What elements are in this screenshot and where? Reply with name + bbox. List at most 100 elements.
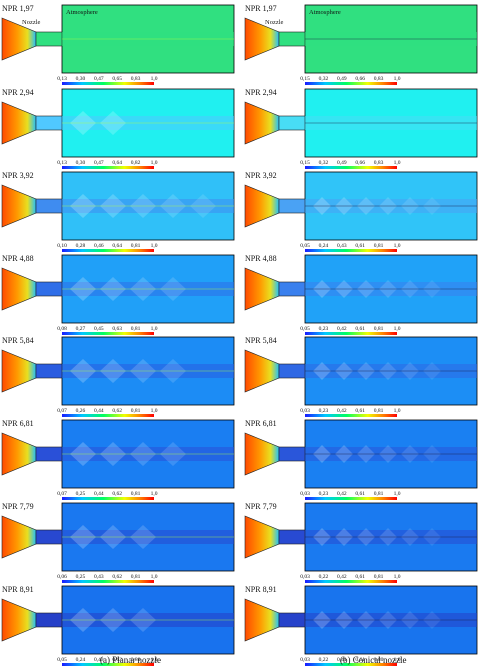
panel-planar-8: NPR 8,91 0,05 0,24 0,43 0,62 0,80 1,0	[1, 585, 235, 666]
nozzle-duct	[1, 349, 37, 393]
npr-label: NPR 6,81	[2, 419, 34, 428]
colorbar-tick-label: 0,05	[300, 243, 310, 249]
nozzle-duct	[1, 515, 37, 559]
colorbar-tick-label: 0,80	[131, 657, 141, 663]
colorbar-tick-label: 0,64	[112, 243, 122, 249]
nozzle-exit	[278, 281, 306, 297]
colorbar-tick-label: 0,81	[131, 408, 141, 414]
colorbar-tick-label: 0,10	[57, 243, 67, 249]
colorbar-tick-label: 0,61	[355, 408, 365, 414]
panel-planar-6: NPR 6,81 0,07 0,25 0,44 0,62 0,81 1,0	[1, 419, 235, 500]
colorbar-tick-label: 0,62	[112, 657, 122, 663]
colorbar-tick-label: 0,24	[319, 243, 329, 249]
panel-conical-4: NPR 4,88 0,05 0,23 0,42 0,61 0,81 1,0	[244, 254, 478, 335]
colorbar	[62, 497, 154, 500]
colorbar-tick-label: 0,03	[300, 574, 310, 580]
panel-conical-2: NPR 2,94 0,15 0,32 0,49 0,66 0,83 1,0	[244, 88, 478, 169]
colorbar	[62, 166, 154, 169]
colorbar-tick-label: 0,63	[112, 326, 122, 332]
colorbar-tick-label: 0,30	[76, 160, 86, 166]
nozzle-exit	[278, 115, 306, 131]
panel-planar-4: NPR 4,88 0,08 0,27 0,45 0,63 0,81 1,0	[1, 254, 235, 335]
nozzle-duct	[1, 598, 37, 642]
colorbar-tick-label: 0,05	[57, 657, 67, 663]
colorbar	[305, 332, 397, 335]
colorbar-tick-label: 1,0	[151, 76, 158, 82]
panel-conical-8: NPR 8,91 0,03 0,22 0,41 0,61 0,80 1,0	[244, 585, 478, 666]
panel-planar-5: NPR 5,84 0,07 0,26 0,44 0,62 0,81 1,0	[1, 336, 235, 417]
colorbar-tick-label: 0,49	[337, 160, 347, 166]
panel-conical-1: NPR 1,97 Nozzle Atmosphere 0,15 0,32 0,49 0,66…	[244, 4, 478, 85]
nozzle-exit	[35, 529, 63, 545]
colorbar-tick-label: 0,81	[374, 243, 384, 249]
nozzle-exit	[35, 115, 63, 131]
colorbar-tick-label: 1,0	[151, 326, 158, 332]
colorbar-tick-label: 1,0	[394, 76, 401, 82]
colorbar-tick-label: 0,43	[337, 243, 347, 249]
colorbar-tick-label: 0,22	[319, 657, 329, 663]
panel-planar-3: NPR 3,92 0,10 0,28 0,46 0,64 0,81 1,0	[1, 171, 235, 252]
nozzle-duct	[244, 515, 280, 559]
panel-planar-1: NPR 1,97 Nozzle Atmosphere 0,13 0,30 0,47 0,65…	[1, 4, 235, 85]
caption-conical: (b) Conical nozzle	[340, 655, 407, 665]
panel-conical-7: NPR 7,79 0,03 0,22 0,42 0,61 0,81 1,0	[244, 502, 478, 583]
colorbar-tick-label: 0,07	[57, 491, 67, 497]
nozzle-duct	[244, 598, 280, 642]
colorbar-tick-label: 0,23	[319, 326, 329, 332]
colorbar-tick-label: 0,25	[76, 491, 86, 497]
colorbar	[305, 580, 397, 583]
nozzle-label: Nozzle	[22, 19, 41, 26]
colorbar-tick-label: 0,43	[94, 574, 104, 580]
atmosphere-label: Atmosphere	[309, 9, 341, 16]
colorbar-tick-label: 0,05	[300, 326, 310, 332]
colorbar-tick-label: 0,03	[300, 491, 310, 497]
colorbar-tick-label: 0,45	[94, 326, 104, 332]
colorbar-tick-label: 0,81	[374, 326, 384, 332]
colorbar-tick-label: 1,0	[394, 160, 401, 166]
colorbar-tick-label: 0,83	[374, 160, 384, 166]
colorbar-tick-label: 0,81	[131, 574, 141, 580]
colorbar-tick-label: 0,28	[76, 243, 86, 249]
panel-planar-7: NPR 7,79 0,06 0,25 0,43 0,62 0,81 1,0	[1, 502, 235, 583]
colorbar-tick-label: 0,06	[57, 574, 67, 580]
colorbar-tick-label: 1,0	[151, 243, 158, 249]
colorbar-tick-label: 0,26	[76, 408, 86, 414]
nozzle-duct	[244, 101, 280, 145]
colorbar	[62, 249, 154, 252]
colorbar-tick-label: 0,15	[300, 76, 310, 82]
colorbar	[305, 249, 397, 252]
npr-label: NPR 4,88	[245, 254, 277, 263]
npr-label: NPR 1,97	[2, 4, 34, 13]
nozzle-exit	[35, 363, 63, 379]
npr-label: NPR 5,84	[245, 336, 277, 345]
colorbar-tick-label: 1,0	[151, 160, 158, 166]
colorbar-tick-label: 0,25	[76, 574, 86, 580]
nozzle-duct	[244, 432, 280, 476]
nozzle-duct	[1, 432, 37, 476]
colorbar-tick-label: 0,81	[374, 408, 384, 414]
colorbar-tick-label: 0,41	[337, 657, 347, 663]
colorbar-tick-label: 0,32	[319, 160, 329, 166]
atmosphere-label: Atmosphere	[66, 9, 98, 16]
colorbar-tick-label: 1,0	[151, 657, 158, 663]
panel-conical-3: NPR 3,92 0,05 0,24 0,43 0,61 0,81 1,0	[244, 171, 478, 252]
colorbar-tick-label: 0,83	[374, 76, 384, 82]
colorbar-tick-label: 0,42	[337, 491, 347, 497]
colorbar-tick-label: 0,80	[374, 657, 384, 663]
colorbar-tick-label: 0,08	[57, 326, 67, 332]
nozzle-exit	[278, 31, 306, 47]
colorbar-tick-label: 0,61	[355, 657, 365, 663]
colorbar-tick-label: 0,23	[319, 408, 329, 414]
npr-label: NPR 2,94	[245, 88, 277, 97]
colorbar	[305, 414, 397, 417]
nozzle-exit	[35, 198, 63, 214]
colorbar	[62, 580, 154, 583]
colorbar-tick-label: 0,32	[319, 76, 329, 82]
nozzle-duct	[1, 184, 37, 228]
colorbar-tick-label: 0,30	[76, 76, 86, 82]
colorbar-tick-label: 0,15	[300, 160, 310, 166]
colorbar-tick-label: 0,03	[300, 657, 310, 663]
colorbar-tick-label: 0,82	[131, 160, 141, 166]
colorbar-tick-label: 1,0	[394, 574, 401, 580]
colorbar-tick-label: 1,0	[394, 491, 401, 497]
